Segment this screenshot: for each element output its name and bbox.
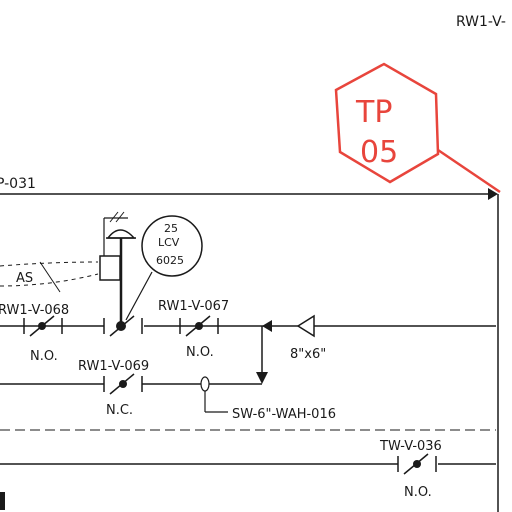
stamp-hexagon xyxy=(334,62,440,184)
stamp-line2: 05 xyxy=(360,135,398,170)
valve-state: N.O. xyxy=(404,485,432,500)
valve-tag: RW1-V-067 xyxy=(158,299,229,314)
valve-tag: TW-V-036 xyxy=(379,439,442,454)
reducer-icon xyxy=(296,314,315,338)
instrument-leader xyxy=(125,271,153,321)
valve-rw1-v-068: RW1-V-068 N.O. xyxy=(0,303,69,364)
arrow-right-icon xyxy=(488,188,498,200)
stamp-leader-line xyxy=(437,148,501,194)
actuator-dome xyxy=(106,229,136,239)
stamp-line1: TP xyxy=(355,95,392,130)
valve-state: N.C. xyxy=(106,403,133,418)
line-tag-left: P-031 xyxy=(0,176,36,192)
valve-tag: RW1-V-069 xyxy=(78,359,149,374)
arrow-down-icon xyxy=(256,372,268,384)
top-right-tag: RW1-V- xyxy=(456,14,506,30)
valve-actuator xyxy=(99,211,136,322)
drain-line-tag: SW-6"-WAH-016 xyxy=(232,407,336,422)
valve-rw1-v-069: RW1-V-069 N.C. xyxy=(78,359,149,418)
valve-state: N.O. xyxy=(30,349,58,364)
tp-stamp: TP 05 xyxy=(334,62,501,194)
reducer: 8"x6" xyxy=(290,314,326,362)
instrument-line2: LCV xyxy=(158,236,180,249)
arrow-left-icon xyxy=(262,320,272,332)
valve-tw-v-036: TW-V-036 N.O. xyxy=(379,439,442,500)
valve-tag: RW1-V-068 xyxy=(0,303,69,318)
instrument-line1: 25 xyxy=(164,222,178,235)
control-valve-body xyxy=(103,315,143,337)
instrument-circle xyxy=(141,215,203,277)
positioner-box xyxy=(99,255,121,281)
valve-state: N.O. xyxy=(186,345,214,360)
signal-line-upper xyxy=(0,261,99,267)
instrument-line3: 6025 xyxy=(156,254,184,267)
instrument-balloon: 25 LCV 6025 xyxy=(141,215,203,277)
edge-mark xyxy=(0,492,5,510)
signal-label: AS xyxy=(16,271,33,286)
valve-rw1-v-067: RW1-V-067 N.O. xyxy=(158,299,229,360)
drain-fitting xyxy=(200,376,210,392)
reducer-size: 8"x6" xyxy=(290,347,326,362)
signal-line-lower xyxy=(0,273,99,287)
